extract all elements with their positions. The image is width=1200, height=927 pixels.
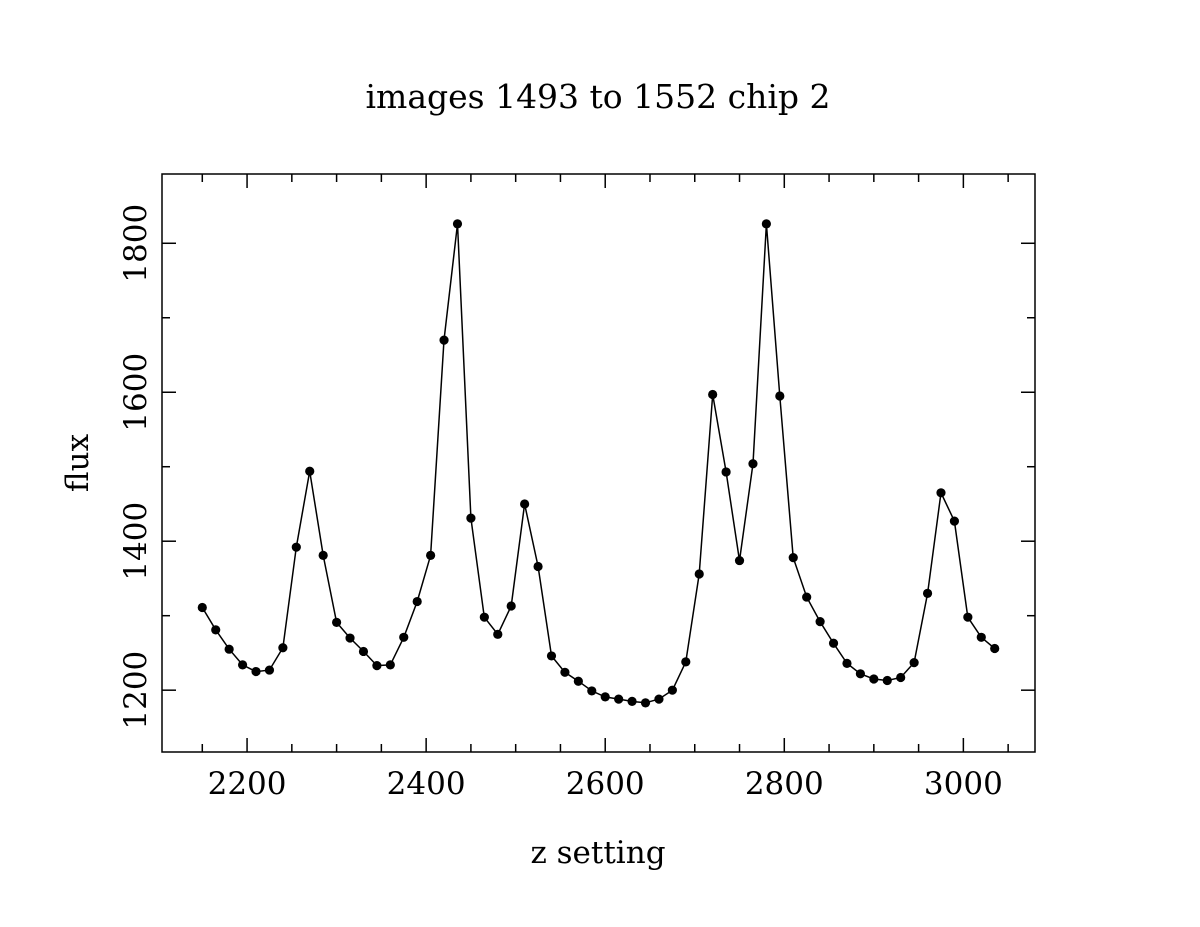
data-point: [976, 632, 986, 642]
data-point: [412, 596, 422, 607]
data-point: [237, 660, 248, 670]
data-point: [506, 601, 516, 611]
data-point: [587, 686, 597, 696]
data-point: [345, 633, 355, 643]
data-points: [197, 219, 1000, 708]
data-point: [828, 638, 839, 648]
x-tick-label: 2800: [745, 766, 824, 802]
data-point: [264, 665, 275, 675]
data-point: [560, 667, 570, 677]
data-point: [466, 513, 476, 523]
x-axis-label: z setting: [530, 835, 665, 871]
data-point: [869, 674, 879, 684]
data-point: [399, 632, 409, 642]
data-point: [855, 669, 866, 679]
axis-ticks: [162, 174, 1035, 752]
data-point: [788, 552, 798, 563]
data-point: [479, 612, 489, 622]
data-point: [949, 516, 960, 526]
data-point: [667, 685, 677, 695]
data-point: [426, 550, 436, 560]
data-point: [520, 499, 530, 509]
tick-labels: 2200 2400 2600 2800 3000 1200 1400 1600 1800: [118, 204, 1003, 802]
y-tick-label: 1600: [118, 353, 154, 432]
data-point: [251, 666, 261, 677]
plot-frame: [161, 173, 1036, 753]
y-tick-label: 1200: [118, 651, 154, 730]
data-point: [533, 561, 543, 572]
data-point: [224, 644, 234, 654]
x-tick-label: 2200: [208, 766, 287, 802]
data-point: [734, 555, 745, 566]
data-point: [922, 588, 933, 598]
data-point: [708, 389, 718, 400]
data-point: [439, 335, 449, 345]
data-point: [546, 651, 557, 661]
y-tick-label: 1800: [118, 204, 154, 283]
data-point: [197, 602, 207, 613]
data-point: [278, 643, 288, 653]
data-point: [909, 658, 919, 668]
series-line: [201, 223, 996, 704]
data-point: [748, 459, 758, 469]
data-point: [963, 612, 973, 622]
data-point: [654, 694, 664, 704]
chart-title: images 1493 to 1552 chip 2: [365, 77, 830, 116]
data-point: [627, 696, 637, 706]
data-point: [694, 569, 704, 579]
data-point: [802, 592, 812, 602]
x-tick-label: 2400: [387, 766, 466, 802]
data-point: [385, 660, 395, 670]
y-tick-label: 1400: [118, 502, 154, 581]
data-point: [600, 692, 610, 702]
x-tick-label: 2600: [566, 766, 645, 802]
data-point: [882, 675, 892, 686]
data-point: [573, 676, 583, 686]
data-point: [493, 629, 503, 639]
data-point: [775, 391, 785, 401]
data-point: [990, 643, 1000, 654]
data-point: [815, 617, 825, 627]
data-point: [358, 646, 369, 657]
data-point: [640, 698, 651, 708]
x-tick-label: 3000: [924, 766, 1003, 802]
data-point: [211, 625, 221, 635]
data-point: [332, 617, 342, 627]
data-point: [614, 694, 624, 704]
data-point: [452, 219, 463, 229]
data-point: [372, 660, 382, 671]
data-point: [721, 467, 731, 477]
data-point: [896, 672, 906, 683]
data-point: [681, 657, 691, 667]
data-point: [842, 658, 852, 668]
data-point: [305, 466, 315, 476]
data-point: [318, 550, 328, 560]
y-axis-label: flux: [60, 433, 96, 492]
data-point: [291, 542, 301, 552]
data-point: [936, 488, 946, 498]
data-point: [761, 219, 771, 229]
